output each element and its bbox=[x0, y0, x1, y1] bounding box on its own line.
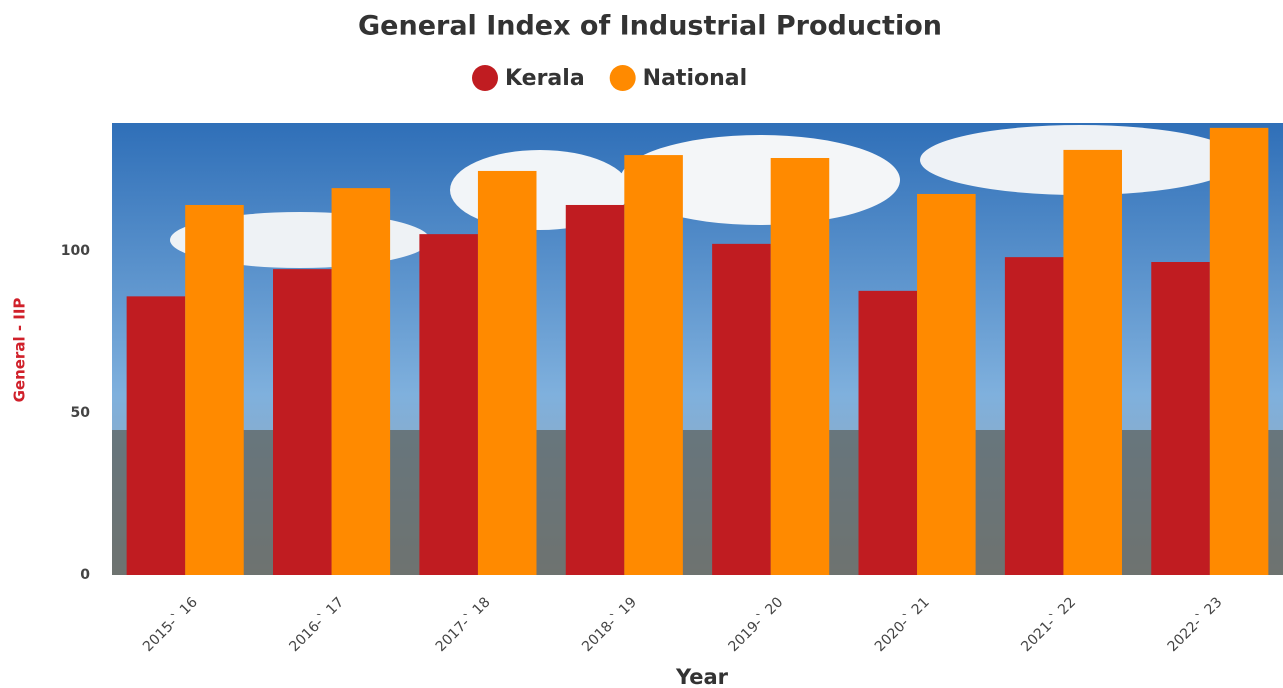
bar bbox=[858, 290, 918, 575]
legend-label: National bbox=[643, 66, 747, 91]
y-tick-label: 0 bbox=[80, 567, 90, 583]
x-tick-label: 2020-` 21 bbox=[872, 594, 933, 655]
bar bbox=[185, 204, 244, 575]
x-axis-label: Year bbox=[675, 665, 729, 688]
bar bbox=[477, 170, 537, 576]
legend-swatch bbox=[609, 65, 636, 91]
bar bbox=[1209, 127, 1269, 575]
chart-title: General Index of Industrial Production bbox=[358, 11, 942, 42]
bar bbox=[331, 188, 391, 575]
bar bbox=[1004, 257, 1064, 575]
x-tick-label: 2015-` 16 bbox=[140, 594, 201, 655]
x-tick-label: 2022-` 23 bbox=[1165, 594, 1226, 655]
bar bbox=[770, 157, 830, 576]
bar bbox=[1151, 262, 1210, 575]
x-tick-label: 2018-` 19 bbox=[579, 594, 640, 655]
x-tick-label: 2021-` 22 bbox=[1018, 594, 1079, 655]
legend: Kerala National bbox=[472, 65, 747, 91]
x-tick-label: 2016-` 17 bbox=[286, 594, 347, 655]
y-tick-label: 50 bbox=[71, 405, 91, 421]
x-tick-label: 2017-` 18 bbox=[433, 594, 494, 655]
bar bbox=[126, 296, 186, 575]
bar bbox=[273, 269, 332, 575]
bar bbox=[565, 204, 625, 575]
y-tick-label: 100 bbox=[61, 243, 90, 259]
bar bbox=[712, 243, 771, 575]
legend-label: Kerala bbox=[505, 66, 585, 91]
bar bbox=[917, 193, 976, 575]
bar bbox=[624, 155, 683, 575]
bar bbox=[419, 234, 478, 576]
legend-swatch bbox=[472, 65, 498, 91]
y-axis-label: General - IIP bbox=[11, 298, 29, 403]
x-tick-label: 2019-` 20 bbox=[726, 594, 787, 655]
bar bbox=[1063, 149, 1122, 575]
